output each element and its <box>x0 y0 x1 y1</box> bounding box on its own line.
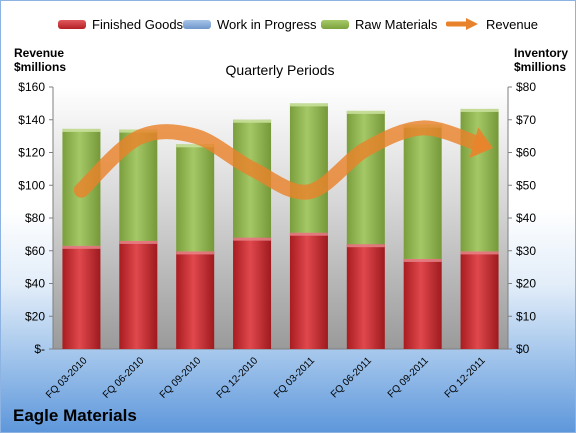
right-tick-label: $70 <box>516 113 536 127</box>
legend-label-raw-materials: Raw Materials <box>355 16 438 32</box>
bar-finished-goods-cap <box>119 240 158 244</box>
bar-finished-goods <box>62 245 101 349</box>
bar-finished-goods <box>403 258 442 349</box>
bar-raw-materials <box>176 144 215 252</box>
legend-item-finished-goods: Finished Goods <box>58 15 183 33</box>
company-name: Eagle Materials <box>13 406 137 425</box>
bar-raw-materials-cap <box>289 103 328 107</box>
bar-finished-goods <box>289 232 328 349</box>
legend-item-revenue: Revenue <box>446 15 538 33</box>
bar-finished-goods-cap <box>289 232 328 236</box>
right-axis-title-line-2: $millions <box>514 60 567 74</box>
left-tick-label: $60 <box>25 244 45 258</box>
bar-finished-goods-cap <box>176 251 215 255</box>
x-tick-label: FQ 06-2010 <box>101 355 147 401</box>
left-tick-label: $80 <box>25 211 45 225</box>
legend-swatch-raw-materials <box>321 19 349 29</box>
legend-item-work-in-progress: Work in Progress <box>183 15 316 33</box>
right-tick-label: $40 <box>516 211 536 225</box>
chart-title: Quarterly Periods <box>225 62 335 78</box>
right-axis-title: Inventory $millions <box>514 46 568 74</box>
bar-raw-materials <box>289 103 328 233</box>
bar-finished-goods <box>119 240 158 349</box>
left-tick-label: $- <box>34 342 45 356</box>
left-tick-label: $120 <box>18 146 45 160</box>
legend-label-work-in-progress: Work in Progress <box>217 16 317 32</box>
left-axis-title-line-2: $millions <box>14 60 67 74</box>
bar-raw-materials <box>346 110 385 245</box>
x-tick-label: FQ 09-2010 <box>158 355 204 401</box>
x-tick-label: FQ 09-2011 <box>386 355 431 400</box>
right-axis-title-line-1: Inventory <box>514 46 569 60</box>
bar-raw-materials-cap <box>460 108 499 112</box>
bar-raw-materials-cap <box>346 110 385 114</box>
legend-label-revenue: Revenue <box>486 16 539 32</box>
bar-finished-goods-cap <box>233 237 272 241</box>
right-tick-label: $20 <box>516 277 536 291</box>
bar-raw-materials-cap <box>176 144 215 148</box>
right-tick-label: $50 <box>516 178 536 192</box>
bar-raw-materials-cap <box>62 128 101 132</box>
revenue-line <box>73 120 488 200</box>
left-tick-label: $40 <box>25 277 45 291</box>
bar-finished-goods <box>176 251 215 349</box>
x-tick-label: FQ 06-2011 <box>329 355 374 400</box>
x-tick-label: FQ 03-2010 <box>44 355 90 401</box>
legend-swatch-work-in-progress <box>183 19 211 29</box>
left-tick-label: $20 <box>25 309 45 323</box>
x-tick-label: FQ 03-2011 <box>272 355 317 400</box>
right-tick-label: $10 <box>516 309 536 323</box>
bar-finished-goods <box>460 251 499 349</box>
bar-finished-goods <box>346 244 385 349</box>
left-tick-label: $140 <box>18 113 45 127</box>
revenue-arrowhead <box>469 127 494 159</box>
bar-raw-materials <box>403 124 442 259</box>
right-tick-label: $80 <box>516 80 536 94</box>
left-axis-title: Revenue $millions <box>14 46 66 74</box>
legend: Finished Goods Work in Progress Raw Mate… <box>0 15 576 35</box>
right-tick-label: $30 <box>516 244 536 258</box>
left-axis-title-line-1: Revenue <box>14 46 65 60</box>
legend-arrow-icon <box>446 18 478 30</box>
bar-raw-materials-cap <box>233 119 272 123</box>
bar-finished-goods <box>233 237 272 349</box>
x-tick-label: FQ 12-2010 <box>215 355 261 401</box>
bar-finished-goods-cap <box>460 251 499 255</box>
legend-swatch-finished-goods <box>58 19 86 29</box>
legend-item-raw-materials: Raw Materials <box>321 15 437 33</box>
right-tick-label: $0 <box>516 342 530 356</box>
bar-finished-goods-cap <box>346 244 385 248</box>
legend-label-finished-goods: Finished Goods <box>92 16 184 32</box>
bar-finished-goods-cap <box>62 245 101 249</box>
right-tick-label: $60 <box>516 146 536 160</box>
left-tick-label: $160 <box>18 80 45 94</box>
x-tick-label: FQ 12-2011 <box>443 355 488 400</box>
left-tick-label: $100 <box>18 178 45 192</box>
bar-finished-goods-cap <box>403 258 442 262</box>
